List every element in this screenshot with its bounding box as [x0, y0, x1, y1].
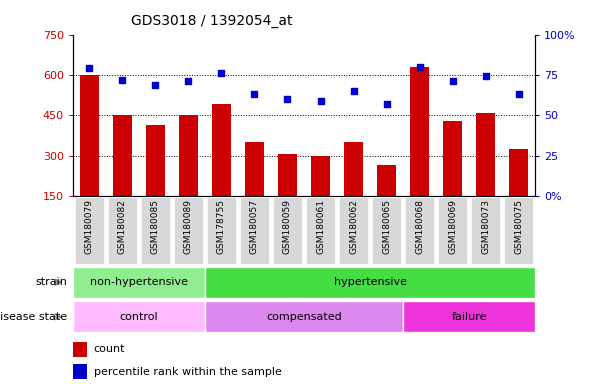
- Point: [250, 91, 260, 97]
- Text: GSM180057: GSM180057: [250, 199, 259, 254]
- Text: GSM180079: GSM180079: [85, 199, 94, 254]
- Bar: [311, 156, 330, 236]
- FancyBboxPatch shape: [272, 197, 302, 263]
- Bar: [212, 104, 232, 236]
- Text: count: count: [94, 344, 125, 354]
- FancyBboxPatch shape: [339, 197, 368, 263]
- Text: GSM178755: GSM178755: [217, 199, 226, 254]
- Point: [117, 77, 127, 83]
- FancyBboxPatch shape: [75, 197, 105, 263]
- Bar: [376, 165, 396, 236]
- Bar: [73, 364, 87, 379]
- FancyBboxPatch shape: [371, 197, 401, 263]
- FancyBboxPatch shape: [140, 197, 170, 263]
- Bar: [112, 115, 133, 236]
- Text: GSM180061: GSM180061: [316, 199, 325, 254]
- FancyBboxPatch shape: [205, 301, 403, 332]
- FancyBboxPatch shape: [73, 266, 205, 298]
- Text: percentile rank within the sample: percentile rank within the sample: [94, 366, 282, 377]
- FancyBboxPatch shape: [403, 301, 535, 332]
- FancyBboxPatch shape: [405, 197, 434, 263]
- Text: GSM180075: GSM180075: [514, 199, 523, 254]
- Point: [382, 101, 392, 107]
- Point: [283, 96, 292, 102]
- Bar: [80, 75, 99, 236]
- Text: GSM180085: GSM180085: [151, 199, 160, 254]
- Point: [151, 81, 161, 88]
- Title: GDS3018 / 1392054_at: GDS3018 / 1392054_at: [131, 13, 292, 28]
- FancyBboxPatch shape: [207, 197, 237, 263]
- Text: failure: failure: [451, 312, 487, 322]
- Text: GSM180069: GSM180069: [448, 199, 457, 254]
- Text: non-hypertensive: non-hypertensive: [90, 277, 188, 287]
- Text: disease state: disease state: [0, 312, 67, 322]
- Text: hypertensive: hypertensive: [334, 277, 407, 287]
- Point: [514, 91, 523, 97]
- Point: [348, 88, 358, 94]
- Point: [85, 65, 94, 71]
- FancyBboxPatch shape: [205, 266, 535, 298]
- Text: compensated: compensated: [266, 312, 342, 322]
- Point: [481, 73, 491, 79]
- Bar: [509, 149, 528, 236]
- Bar: [179, 115, 198, 236]
- Point: [316, 98, 325, 104]
- Point: [415, 64, 424, 70]
- Point: [216, 70, 226, 76]
- Point: [184, 78, 193, 84]
- Text: control: control: [120, 312, 158, 322]
- FancyBboxPatch shape: [73, 301, 205, 332]
- Bar: [73, 342, 87, 356]
- FancyBboxPatch shape: [174, 197, 203, 263]
- Bar: [344, 142, 364, 236]
- FancyBboxPatch shape: [438, 197, 468, 263]
- Text: GSM180068: GSM180068: [415, 199, 424, 254]
- FancyBboxPatch shape: [471, 197, 500, 263]
- Text: GSM180062: GSM180062: [349, 199, 358, 254]
- Bar: [244, 142, 264, 236]
- Text: strain: strain: [35, 277, 67, 287]
- Bar: [443, 121, 463, 236]
- Bar: [278, 154, 297, 236]
- Bar: [475, 113, 496, 236]
- Bar: [410, 67, 429, 236]
- Bar: [145, 125, 165, 236]
- Point: [447, 78, 457, 84]
- Text: GSM180089: GSM180089: [184, 199, 193, 254]
- Text: GSM180073: GSM180073: [481, 199, 490, 254]
- FancyBboxPatch shape: [240, 197, 269, 263]
- Text: GSM180059: GSM180059: [283, 199, 292, 254]
- Text: GSM180065: GSM180065: [382, 199, 391, 254]
- FancyBboxPatch shape: [503, 197, 533, 263]
- FancyBboxPatch shape: [108, 197, 137, 263]
- Text: GSM180082: GSM180082: [118, 199, 127, 254]
- FancyBboxPatch shape: [306, 197, 336, 263]
